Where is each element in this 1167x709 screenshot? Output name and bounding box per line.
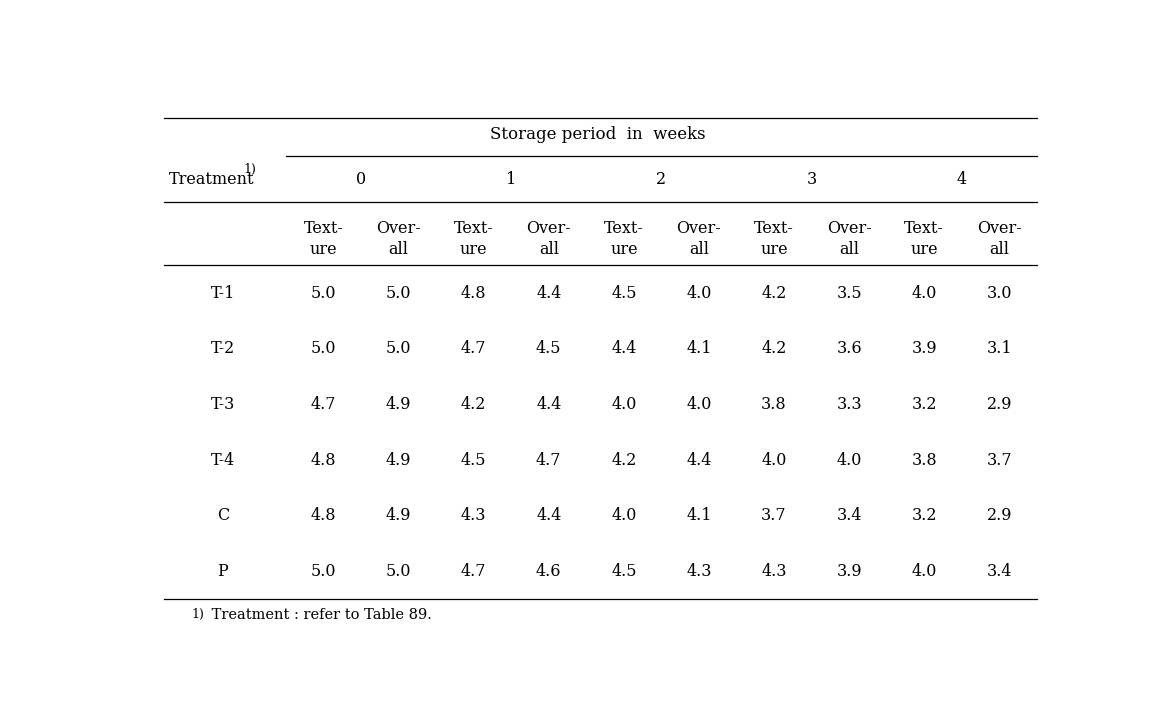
Text: 4.9: 4.9 (386, 396, 412, 413)
Text: 3.9: 3.9 (911, 340, 937, 357)
Text: Text-: Text- (904, 220, 944, 237)
Text: 1: 1 (506, 171, 516, 188)
Text: 4.5: 4.5 (612, 563, 637, 580)
Text: 4.2: 4.2 (612, 452, 636, 469)
Text: 4.8: 4.8 (461, 284, 487, 301)
Text: all: all (839, 242, 859, 259)
Text: 4.5: 4.5 (612, 284, 637, 301)
Text: Over-: Over- (526, 220, 571, 237)
Text: 3.7: 3.7 (986, 452, 1012, 469)
Text: 4.7: 4.7 (536, 452, 561, 469)
Text: 4.1: 4.1 (686, 508, 712, 525)
Text: 1): 1) (191, 608, 204, 621)
Text: ure: ure (610, 242, 637, 259)
Text: 4.7: 4.7 (310, 396, 336, 413)
Text: 3.2: 3.2 (911, 508, 937, 525)
Text: Text-: Text- (754, 220, 794, 237)
Text: 2: 2 (656, 171, 666, 188)
Text: 4.3: 4.3 (761, 563, 787, 580)
Text: 1): 1) (244, 163, 257, 177)
Text: 4.5: 4.5 (461, 452, 487, 469)
Text: 3.4: 3.4 (837, 508, 861, 525)
Text: 4.8: 4.8 (310, 508, 336, 525)
Text: 3.7: 3.7 (761, 508, 787, 525)
Text: 4.4: 4.4 (536, 284, 561, 301)
Text: 2.9: 2.9 (986, 508, 1012, 525)
Text: all: all (689, 242, 708, 259)
Text: Text-: Text- (605, 220, 644, 237)
Text: 5.0: 5.0 (386, 284, 412, 301)
Text: C: C (217, 508, 229, 525)
Text: 4.4: 4.4 (536, 396, 561, 413)
Text: 4.0: 4.0 (837, 452, 861, 469)
Text: 5.0: 5.0 (386, 563, 412, 580)
Text: 2.9: 2.9 (986, 396, 1012, 413)
Text: 4.6: 4.6 (536, 563, 561, 580)
Text: 3.9: 3.9 (837, 563, 862, 580)
Text: 4: 4 (957, 171, 966, 188)
Text: 4.2: 4.2 (461, 396, 487, 413)
Text: 3.3: 3.3 (837, 396, 862, 413)
Text: 4.0: 4.0 (612, 396, 636, 413)
Text: 4.1: 4.1 (686, 340, 712, 357)
Text: 3.4: 3.4 (986, 563, 1012, 580)
Text: 4.0: 4.0 (612, 508, 636, 525)
Text: 4.3: 4.3 (461, 508, 487, 525)
Text: Storage period  in  weeks: Storage period in weeks (490, 125, 706, 143)
Text: Treatment : refer to Table 89.: Treatment : refer to Table 89. (208, 608, 432, 622)
Text: Treatment: Treatment (168, 171, 254, 188)
Text: 4.4: 4.4 (686, 452, 712, 469)
Text: ure: ure (760, 242, 788, 259)
Text: all: all (389, 242, 408, 259)
Text: 4.2: 4.2 (761, 340, 787, 357)
Text: T-1: T-1 (210, 284, 235, 301)
Text: T-4: T-4 (210, 452, 235, 469)
Text: 4.0: 4.0 (686, 284, 712, 301)
Text: 4.4: 4.4 (612, 340, 636, 357)
Text: 3.5: 3.5 (837, 284, 862, 301)
Text: 3.8: 3.8 (911, 452, 937, 469)
Text: ure: ure (309, 242, 337, 259)
Text: 5.0: 5.0 (310, 563, 336, 580)
Text: Text-: Text- (454, 220, 494, 237)
Text: 4.4: 4.4 (536, 508, 561, 525)
Text: 4.9: 4.9 (386, 508, 412, 525)
Text: T-2: T-2 (210, 340, 235, 357)
Text: 4.3: 4.3 (686, 563, 712, 580)
Text: 3.2: 3.2 (911, 396, 937, 413)
Text: 5.0: 5.0 (310, 340, 336, 357)
Text: 3.0: 3.0 (986, 284, 1012, 301)
Text: 4.8: 4.8 (310, 452, 336, 469)
Text: ure: ure (460, 242, 488, 259)
Text: Over-: Over- (376, 220, 421, 237)
Text: 5.0: 5.0 (310, 284, 336, 301)
Text: Over-: Over- (677, 220, 721, 237)
Text: 4.9: 4.9 (386, 452, 412, 469)
Text: Text-: Text- (303, 220, 343, 237)
Text: P: P (217, 563, 228, 580)
Text: T-3: T-3 (210, 396, 235, 413)
Text: 4.0: 4.0 (911, 563, 937, 580)
Text: 0: 0 (356, 171, 366, 188)
Text: 3.1: 3.1 (986, 340, 1012, 357)
Text: all: all (990, 242, 1009, 259)
Text: 4.7: 4.7 (461, 340, 487, 357)
Text: 4.0: 4.0 (761, 452, 787, 469)
Text: 4.7: 4.7 (461, 563, 487, 580)
Text: 4.2: 4.2 (761, 284, 787, 301)
Text: ure: ure (910, 242, 938, 259)
Text: 4.0: 4.0 (911, 284, 937, 301)
Text: 4.0: 4.0 (686, 396, 712, 413)
Text: 3.8: 3.8 (761, 396, 787, 413)
Text: Over-: Over- (826, 220, 872, 237)
Text: Over-: Over- (977, 220, 1021, 237)
Text: 5.0: 5.0 (386, 340, 412, 357)
Text: all: all (539, 242, 559, 259)
Text: 3.6: 3.6 (837, 340, 862, 357)
Text: 3: 3 (806, 171, 817, 188)
Text: 4.5: 4.5 (536, 340, 561, 357)
